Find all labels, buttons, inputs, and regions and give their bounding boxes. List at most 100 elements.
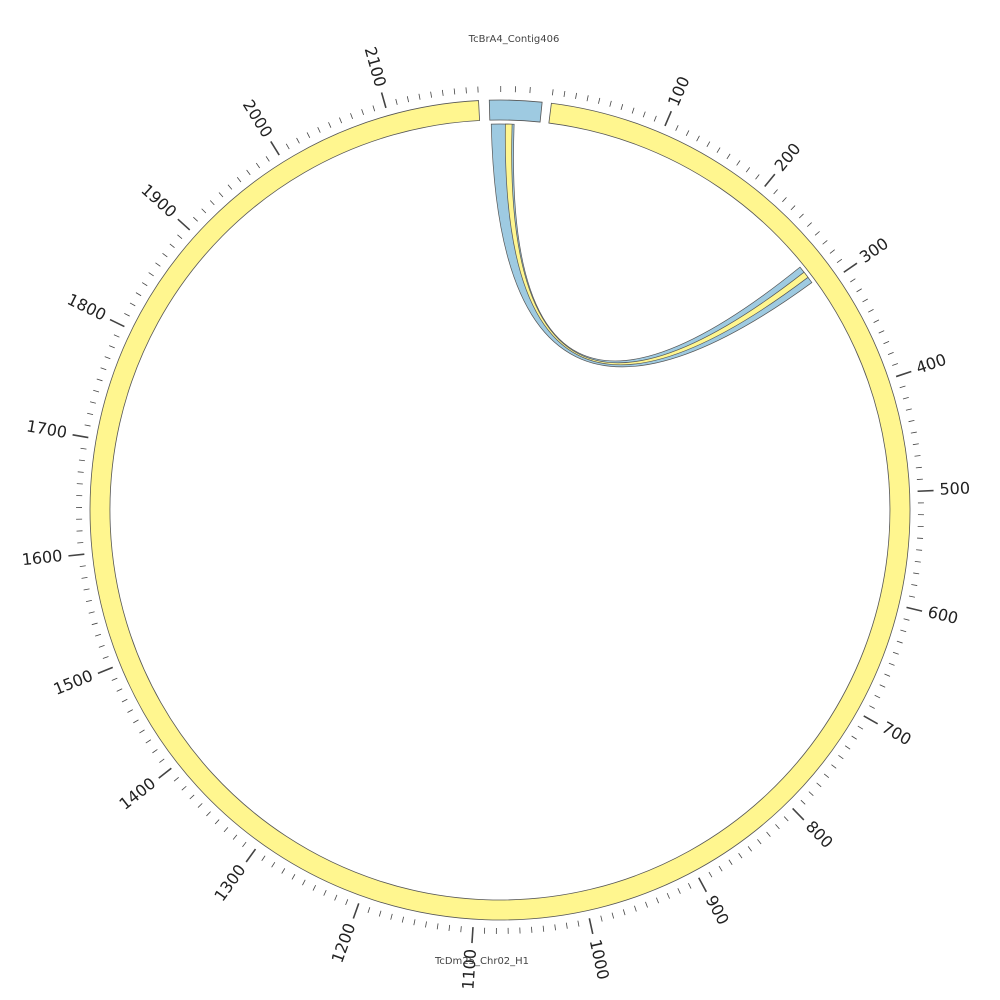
minor-tick: [912, 443, 919, 446]
minor-tick: [246, 169, 251, 176]
minor-tick: [116, 688, 123, 692]
minor-tick: [155, 262, 161, 267]
minor-tick: [83, 588, 90, 591]
minor-tick: [127, 709, 133, 713]
minor-tick: [879, 684, 886, 688]
minor-tick: [197, 803, 203, 808]
minor-tick: [910, 431, 917, 434]
minor-tick: [85, 599, 92, 603]
minor-tick: [905, 408, 912, 411]
minor-tick: [696, 135, 700, 142]
major-tick: [843, 262, 858, 273]
minor-tick: [666, 892, 670, 899]
minor-tick: [173, 777, 179, 782]
major-tick: [664, 110, 673, 127]
minor-tick: [87, 412, 94, 416]
minor-tick: [361, 109, 364, 116]
minor-tick: [869, 705, 875, 709]
minor-tick: [113, 334, 120, 338]
minor-tick: [677, 888, 681, 894]
minor-tick: [265, 156, 270, 162]
minor-tick: [766, 831, 771, 837]
minor-tick: [95, 633, 102, 637]
tick-label-1800: 1800: [64, 290, 109, 325]
tick-label-1200: 1200: [328, 921, 360, 966]
minor-tick: [634, 905, 637, 912]
minor-tick: [850, 278, 856, 283]
minor-tick: [631, 107, 635, 114]
minor-tick: [323, 890, 327, 896]
minor-tick: [111, 677, 118, 681]
outer-link-ribbon: [490, 123, 813, 368]
minor-tick: [775, 824, 780, 830]
minor-tick: [242, 841, 247, 848]
major-tick: [245, 848, 257, 863]
tick-label-100: 100: [664, 74, 694, 110]
minor-tick: [642, 111, 646, 118]
minor-tick: [868, 308, 874, 313]
minor-tick: [902, 396, 909, 400]
minor-tick: [152, 749, 158, 754]
minor-tick: [798, 213, 804, 219]
tick-label-2000: 2000: [239, 96, 277, 141]
tick-label-1000: 1000: [586, 938, 613, 982]
minor-tick: [88, 611, 95, 614]
minor-tick: [77, 471, 84, 473]
minor-tick: [214, 819, 220, 825]
minor-tick: [757, 839, 762, 845]
minor-tick: [453, 88, 456, 95]
minor-tick: [908, 420, 915, 423]
minor-tick: [836, 258, 843, 264]
minor-tick: [747, 846, 752, 852]
major-tick: [471, 927, 474, 944]
minor-tick: [177, 234, 183, 240]
major-tick: [588, 918, 594, 935]
minor-tick: [78, 459, 85, 462]
tick-label-1400: 1400: [116, 774, 160, 814]
minor-tick: [563, 90, 566, 97]
minor-tick: [139, 729, 145, 734]
tick-label-800: 800: [802, 817, 837, 852]
tick-label-400: 400: [914, 350, 949, 378]
minor-tick: [790, 205, 796, 211]
minor-tick: [687, 882, 692, 889]
minor-tick: [169, 243, 175, 249]
minor-tick: [816, 782, 822, 788]
minor-tick: [838, 755, 844, 760]
minor-tick: [79, 565, 86, 567]
minor-tick: [675, 125, 679, 131]
major-tick: [380, 92, 387, 109]
minor-tick: [857, 725, 864, 730]
minor-tick: [873, 319, 880, 323]
tick-label-1700: 1700: [25, 416, 68, 442]
minor-tick: [822, 240, 828, 245]
minor-tick: [542, 925, 545, 932]
minor-tick: [903, 618, 910, 621]
minor-tick: [96, 378, 103, 382]
chromosome-ideogram: [89, 100, 911, 921]
minor-tick: [598, 97, 601, 104]
minor-tick: [823, 773, 830, 779]
minor-tick: [900, 629, 907, 633]
major-tick: [177, 218, 191, 231]
minor-tick: [271, 861, 276, 868]
minor-tick: [782, 197, 787, 203]
minor-tick: [620, 104, 624, 111]
minor-tick: [306, 132, 311, 138]
minor-tick: [726, 153, 731, 160]
minor-tick: [745, 167, 751, 173]
minor-tick: [189, 794, 195, 800]
minor-tick: [916, 549, 923, 551]
minor-tick: [622, 909, 626, 916]
contig-ideogram: [488, 99, 543, 123]
minor-tick: [448, 924, 451, 931]
minor-tick: [808, 791, 814, 796]
minor-tick: [806, 222, 812, 227]
major-tick: [109, 318, 125, 328]
tick-label-900: 900: [702, 892, 733, 928]
major-tick: [352, 903, 360, 919]
minor-tick: [141, 282, 148, 287]
major-tick: [863, 715, 879, 725]
minor-tick: [129, 302, 136, 307]
